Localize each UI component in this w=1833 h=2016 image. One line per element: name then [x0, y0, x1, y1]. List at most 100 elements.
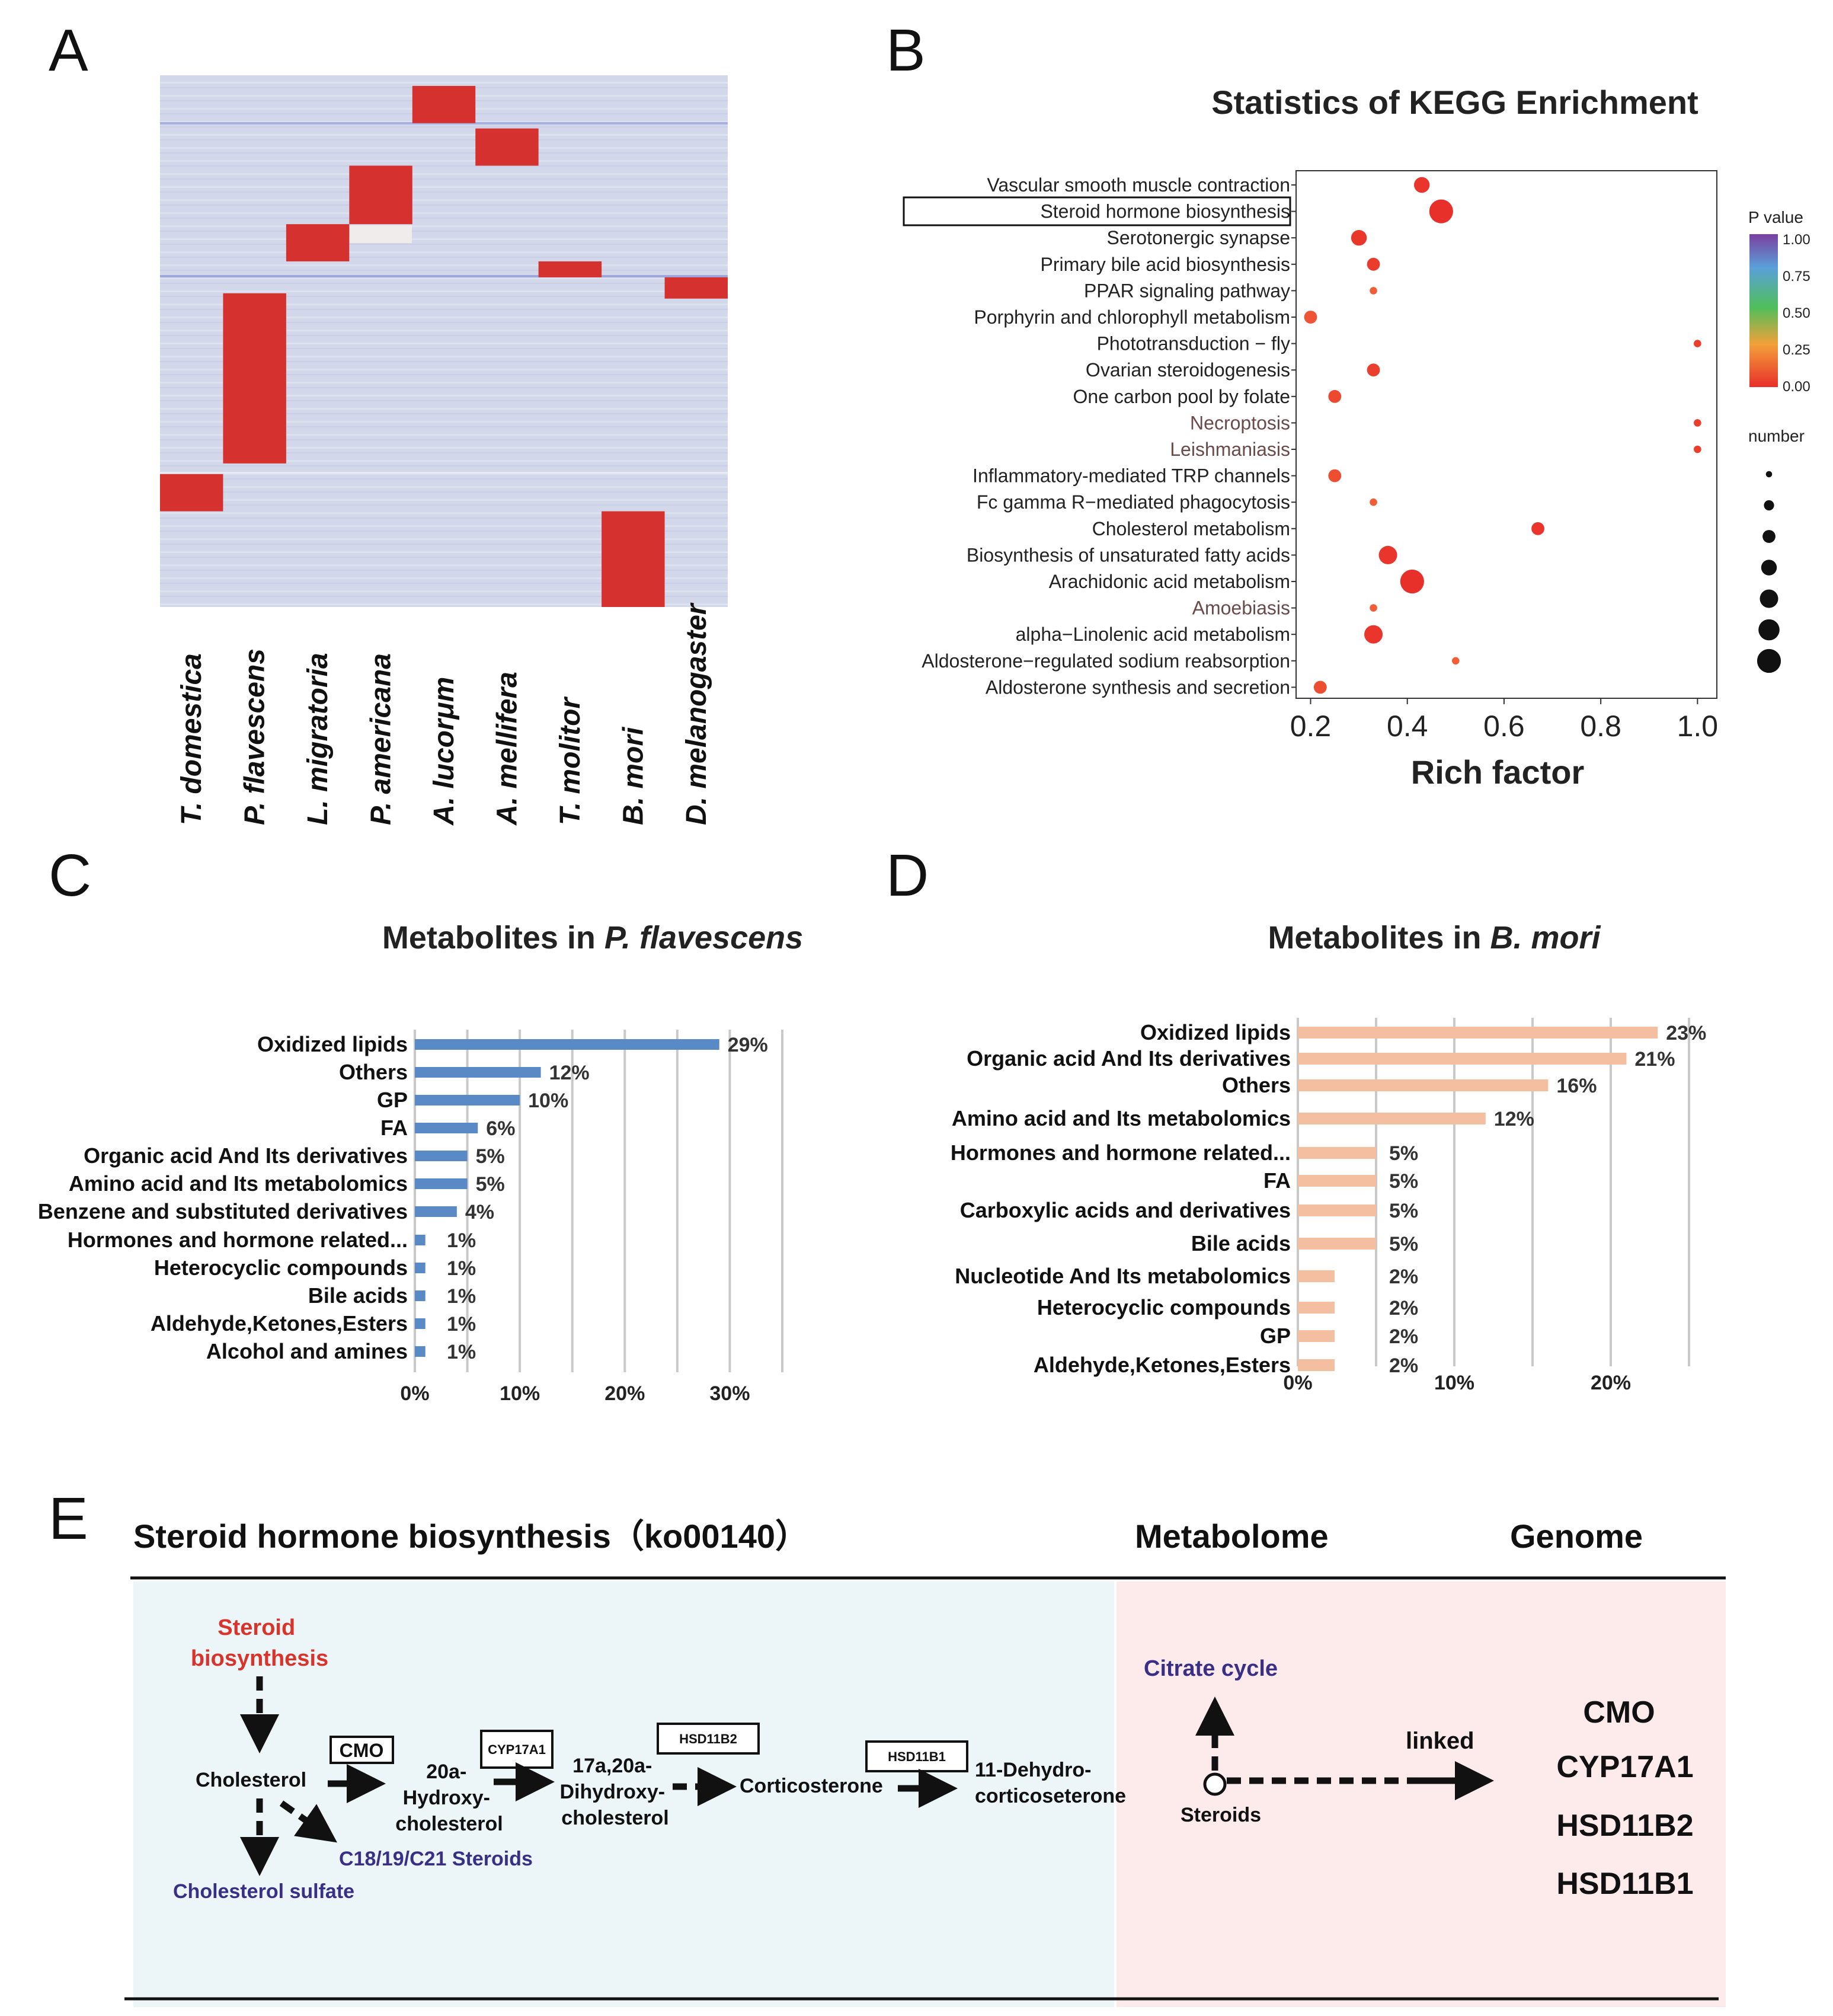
heatmap-panel: T. domestica P. flavescens L. migratoria P.… — [160, 75, 728, 826]
pvalue-legend-title: P value — [1748, 208, 1803, 226]
pathway-header-right: Genome — [1510, 1517, 1643, 1555]
bar-category-label: Nucleotide And Its metabolomics — [955, 1264, 1291, 1288]
pathway-right-background — [1117, 1582, 1726, 2007]
bar-x-tick-label: 10% — [500, 1382, 540, 1405]
kegg-point — [1378, 545, 1397, 564]
panel-label-c: C — [49, 842, 92, 909]
kegg-x-tick-label: 0.2 — [1290, 710, 1332, 743]
bar-value-label: 5% — [1389, 1170, 1418, 1193]
kegg-term-label: Leishmaniasis — [1170, 439, 1290, 460]
steroids-node-circle — [1203, 1772, 1227, 1796]
bar-category-label: Aldehyde,Ketones,Esters — [151, 1311, 408, 1336]
bar-chart-c: Metabolites in P. flavescens 0% 10% 20% 30%… — [38, 920, 803, 1405]
kegg-term-label: Steroid hormone biosynthesis — [1040, 201, 1290, 222]
bar — [415, 1039, 719, 1050]
kegg-point — [1370, 498, 1377, 506]
bar-category-label: Bile acids — [308, 1283, 408, 1308]
kegg-term-label: Porphyrin and chlorophyll metabolism — [974, 306, 1290, 328]
hydroxy-cholesterol-node: 20a- Hydroxy- cholesterol — [395, 1761, 503, 1835]
kegg-point — [1351, 230, 1367, 246]
kegg-point — [1452, 657, 1460, 665]
kegg-x-tick-label: 1.0 — [1677, 710, 1719, 743]
heatmap-high-block — [160, 474, 223, 512]
kegg-point — [1694, 419, 1701, 427]
kegg-point — [1304, 311, 1317, 324]
kegg-rows: Vascular smooth muscle contraction Steroi… — [922, 174, 1701, 698]
bar-category-label: GP — [377, 1088, 408, 1112]
chart-d-gridlines: 0% 10% 20% — [1283, 1018, 1690, 1394]
number-legend-title: number — [1748, 427, 1805, 445]
bar — [415, 1290, 426, 1301]
bar — [1298, 1359, 1335, 1371]
kegg-term-label: Ovarian steroidogenesis — [1086, 359, 1290, 381]
kegg-x-ticks: 0.2 0.4 0.6 0.8 1.0 — [1290, 698, 1718, 743]
kegg-point — [1367, 363, 1380, 377]
c-steroids-node: C18/19/C21 Steroids — [339, 1848, 533, 1870]
heatmap-blocks — [160, 85, 728, 607]
pvalue-tick-label: 0.50 — [1783, 305, 1810, 321]
bar — [1298, 1302, 1335, 1314]
bar-category-label: Heterocyclic compounds — [154, 1255, 408, 1280]
chart-d-bars: Oxidized lipids 23% Organic acid And Its d… — [951, 1020, 1706, 1377]
bar-value-label: 12% — [1494, 1108, 1534, 1130]
pathway-header-left: Steroid hormone biosynthesis（ko00140） — [133, 1517, 808, 1555]
kegg-point — [1367, 257, 1380, 271]
kegg-point — [1694, 340, 1701, 347]
kegg-x-tick-label: 0.6 — [1483, 710, 1525, 743]
kegg-point — [1429, 199, 1453, 223]
bar-value-label: 5% — [476, 1145, 505, 1168]
cholesterol-node: Cholesterol — [196, 1769, 306, 1791]
heatmap-high-block — [602, 511, 665, 607]
citrate-cycle-node: Citrate cycle — [1144, 1656, 1278, 1681]
bar-x-tick-label: 0% — [1283, 1372, 1312, 1394]
kegg-term-label: Cholesterol metabolism — [1092, 518, 1290, 539]
kegg-term-label: Fc gamma R−mediated phagocytosis — [977, 491, 1290, 513]
kegg-term-label: Inflammatory-mediated TRP channels — [973, 465, 1290, 487]
bar-x-tick-label: 10% — [1434, 1372, 1474, 1394]
bar — [415, 1235, 426, 1245]
heatmap-high-block — [349, 165, 412, 225]
cholesterol-sulfate-node: Cholesterol sulfate — [173, 1880, 354, 1903]
bar-value-label: 5% — [1389, 1233, 1418, 1255]
pathway-panel: Steroid hormone biosynthesis（ko00140） Me… — [124, 1517, 1726, 2007]
bar-category-label: Amino acid and Its metabolomics — [69, 1171, 408, 1196]
panel-label-a: A — [49, 17, 88, 84]
bar — [1298, 1027, 1658, 1039]
heatmap-high-block — [664, 277, 728, 299]
heatmap-high-block — [286, 224, 350, 261]
bar — [415, 1095, 520, 1106]
bar-category-label: Oxidized lipids — [257, 1032, 408, 1056]
bar-category-label: Heterocyclic compounds — [1037, 1295, 1291, 1319]
kegg-term-label: Serotonergic synapse — [1106, 227, 1290, 248]
kegg-term-label: Primary bile acid biosynthesis — [1041, 254, 1291, 275]
bar — [1298, 1113, 1486, 1124]
bar-x-tick-label: 20% — [1591, 1372, 1631, 1394]
heatmap-column-label: D. melanogaster — [681, 602, 712, 825]
number-legend-dots — [1757, 471, 1781, 673]
arrow-cholesterol-to-c-steroids — [279, 1800, 337, 1843]
bar-value-label: 1% — [447, 1341, 476, 1363]
bar-x-tick-label: 20% — [604, 1382, 645, 1405]
bar-category-label: FA — [1263, 1168, 1291, 1193]
kegg-xlabel: Rich factor — [1411, 753, 1585, 791]
kegg-term-label: alpha−Linolenic acid metabolism — [1016, 624, 1290, 645]
gene-cyp17a1: CYP17A1 — [1556, 1750, 1693, 1784]
bar-category-label: Aldehyde,Ketones,Esters — [1034, 1353, 1291, 1377]
bar-chart-d: Metabolites in B. mori 0% 10% 20% Oxidized… — [951, 920, 1706, 1394]
heatmap-column-label: P. flavescens — [239, 648, 271, 825]
kegg-x-tick-label: 0.8 — [1580, 710, 1621, 743]
kegg-term-label: Amoebiasis — [1192, 598, 1290, 619]
bar-category-label: Benzene and substituted derivatives — [38, 1199, 408, 1223]
bar-category-label: Bile acids — [1191, 1231, 1291, 1255]
kegg-term-label: Phototransduction − fly — [1097, 333, 1290, 354]
kegg-point — [1370, 287, 1377, 295]
bar — [415, 1318, 426, 1329]
kegg-x-tick-label: 0.4 — [1387, 710, 1428, 743]
kegg-point — [1531, 522, 1544, 535]
bar-category-label: Others — [339, 1060, 408, 1084]
heatmap-column-label: A. lucorμm — [428, 677, 460, 826]
enzyme-cyp17a1: CYP17A1 — [488, 1742, 546, 1757]
panel-label-e: E — [49, 1485, 88, 1552]
bar-value-label: 5% — [1389, 1142, 1418, 1165]
bar — [1298, 1238, 1376, 1250]
